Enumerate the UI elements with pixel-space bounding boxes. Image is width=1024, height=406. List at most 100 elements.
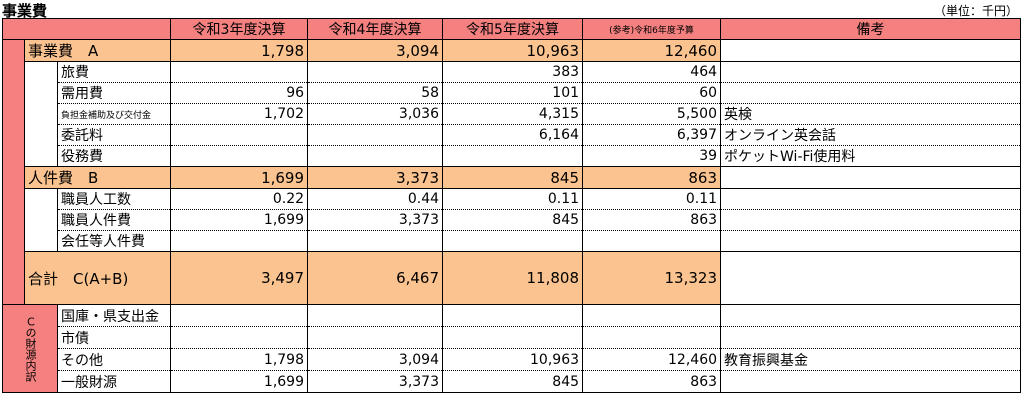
value-cell: 12,460 [582, 39, 722, 62]
value-cell [307, 230, 444, 252]
value-cell: 1,699 [170, 209, 309, 231]
table-row: 役務費 39 ポケットWi-Fi使用料 [3, 145, 1022, 167]
section-label: 事業費 A [23, 39, 172, 62]
value-cell: 464 [582, 61, 722, 83]
value-cell [307, 304, 444, 327]
item-label: 国庫・県支出金 [56, 304, 172, 327]
table-row: 会任等人件費 [3, 230, 1022, 252]
item-label: 需用費 [56, 82, 172, 104]
note-cell: オンライン英会話 [720, 124, 1022, 146]
value-cell: 863 [582, 209, 722, 231]
note-cell [720, 326, 1022, 349]
unit-label: （単位：千円） [933, 4, 1018, 18]
value-cell: 6,467 [307, 251, 444, 305]
table-row: Ｃの財源内訳 国庫・県支出金 [2, 304, 1022, 393]
value-cell: 39 [582, 145, 722, 167]
note-cell [720, 166, 1022, 189]
value-cell [170, 230, 309, 252]
note-cell [720, 188, 1022, 210]
indent [24, 188, 58, 252]
table-row: 令和3年度決算 令和4年度決算 令和5年度決算 (参考)令和6年度予算 備考 [1, 18, 1022, 40]
table-row: 事業費 A 1,798 3,094 10,963 12,460 [2, 39, 1022, 305]
section-label: 人件費 B [23, 166, 172, 189]
title: 事業費 [2, 2, 48, 20]
value-cell: 4,315 [442, 103, 584, 125]
note-cell: ポケットWi-Fi使用料 [720, 145, 1022, 167]
value-cell [582, 230, 722, 252]
value-cell: 3,373 [307, 209, 444, 231]
value-cell: 845 [442, 166, 584, 189]
note-cell [720, 61, 1022, 83]
value-cell: 0.44 [307, 188, 444, 210]
column-header: 令和4年度決算 [307, 18, 444, 40]
note-cell [720, 304, 1022, 327]
table-row: 職員人工数 0.22 0.44 0.11 0.11 [3, 188, 1022, 252]
table-row: 旅費 383 464 [3, 61, 1022, 167]
value-cell [307, 326, 444, 349]
note-cell [720, 251, 1022, 305]
item-label: 会任等人件費 [56, 230, 172, 252]
table-row: 合計 C(A+B) 3,497 6,467 11,808 13,323 [3, 251, 1022, 305]
value-cell [442, 145, 584, 167]
table-row: 職員人件費 1,699 3,373 845 863 [3, 209, 1022, 231]
value-cell [442, 326, 584, 349]
note-cell [720, 370, 1022, 393]
item-label: 市債 [56, 326, 172, 349]
note-cell: 教育振興基金 [720, 348, 1022, 371]
note-cell [720, 39, 1022, 62]
table-row: 委託料 6,164 6,397 オンライン英会話 [3, 124, 1022, 146]
value-cell: 1,699 [170, 166, 309, 189]
value-cell: 1,702 [170, 103, 309, 125]
note-cell [720, 82, 1022, 104]
value-cell: 845 [442, 209, 584, 231]
item-label: 負担金補助及び交付金 [56, 103, 172, 125]
value-cell [307, 61, 444, 83]
column-header: 令和5年度決算 [442, 18, 584, 40]
value-cell: 3,036 [307, 103, 444, 125]
value-cell: 5,500 [582, 103, 722, 125]
value-cell: 10,963 [442, 39, 584, 62]
value-cell: 3,094 [307, 348, 444, 371]
item-label: 職員人工数 [56, 188, 172, 210]
value-cell [170, 304, 309, 327]
value-cell [582, 326, 722, 349]
value-cell: 13,323 [582, 251, 722, 305]
value-cell: 0.22 [170, 188, 309, 210]
note-cell [720, 230, 1022, 252]
value-cell: 0.11 [582, 188, 722, 210]
value-cell [442, 304, 584, 327]
indent [24, 61, 58, 167]
item-label: 委託料 [56, 124, 172, 146]
item-label: その他 [56, 348, 172, 371]
value-cell: 1,798 [170, 348, 309, 371]
table-row: 負担金補助及び交付金 1,702 3,036 4,315 5,500 英検 [3, 103, 1022, 125]
table-row: 人件費 B 1,699 3,373 845 863 [3, 166, 1022, 189]
value-cell: 101 [442, 82, 584, 104]
note-cell: 英検 [720, 103, 1022, 125]
table-row: 需用費 96 58 101 60 [3, 82, 1022, 104]
column-header: (参考)令和6年度予算 [582, 18, 722, 40]
value-cell: 845 [442, 370, 584, 393]
value-cell: 3,497 [170, 251, 309, 305]
value-cell [170, 124, 309, 146]
column-header: 備考 [720, 18, 1022, 40]
value-cell [170, 326, 309, 349]
value-cell: 3,094 [307, 39, 444, 62]
value-cell [307, 124, 444, 146]
note-cell [720, 209, 1022, 231]
value-cell: 383 [442, 61, 584, 83]
value-cell: 60 [582, 82, 722, 104]
item-label: 役務費 [56, 145, 172, 167]
value-cell: 863 [582, 166, 722, 189]
value-cell [307, 145, 444, 167]
table-row: 一般財源 1,699 3,373 845 863 [3, 370, 1022, 393]
value-cell [170, 61, 309, 83]
value-cell: 3,373 [307, 166, 444, 189]
value-cell: 1,798 [170, 39, 309, 62]
value-cell: 1,699 [170, 370, 309, 393]
value-cell [442, 230, 584, 252]
column-header: 令和3年度決算 [170, 18, 309, 40]
table-row: 市債 [3, 326, 1022, 349]
